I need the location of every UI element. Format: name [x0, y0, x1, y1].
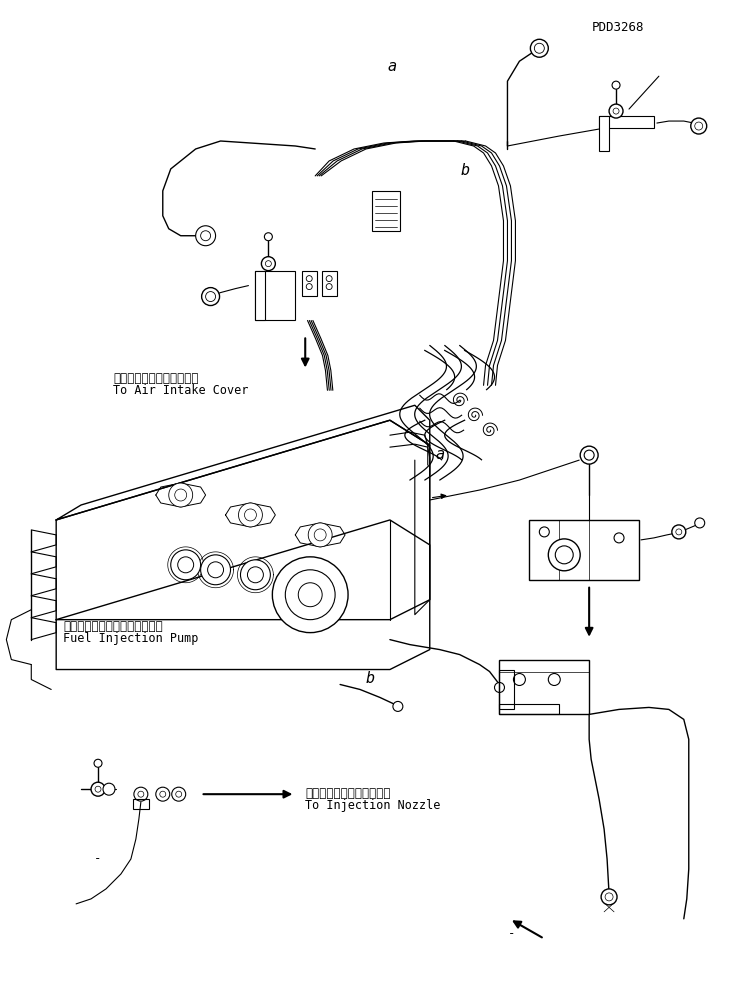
- Circle shape: [605, 893, 613, 901]
- Circle shape: [548, 538, 580, 570]
- Bar: [133, 799, 149, 809]
- Bar: [499, 704, 559, 714]
- Text: To Air Intake Cover: To Air Intake Cover: [113, 385, 248, 398]
- Text: a: a: [388, 59, 397, 74]
- Circle shape: [613, 108, 619, 114]
- Circle shape: [172, 787, 186, 801]
- Circle shape: [201, 554, 231, 584]
- Circle shape: [556, 545, 573, 563]
- Circle shape: [306, 276, 313, 282]
- Circle shape: [601, 889, 617, 905]
- Circle shape: [298, 582, 322, 606]
- Circle shape: [261, 257, 275, 271]
- Circle shape: [695, 517, 705, 527]
- Circle shape: [91, 782, 105, 796]
- Circle shape: [138, 791, 144, 797]
- Text: To Injection Nozzle: To Injection Nozzle: [305, 799, 441, 812]
- Circle shape: [306, 284, 313, 290]
- Circle shape: [169, 484, 193, 506]
- Bar: [529, 519, 639, 579]
- Circle shape: [208, 561, 223, 577]
- Circle shape: [103, 783, 115, 795]
- Circle shape: [326, 284, 332, 290]
- Circle shape: [175, 490, 187, 500]
- Circle shape: [272, 556, 348, 632]
- Circle shape: [94, 759, 102, 767]
- Circle shape: [584, 451, 594, 461]
- Text: インジェクションノズルヘ: インジェクションノズルヘ: [305, 787, 391, 800]
- Circle shape: [393, 701, 403, 711]
- Circle shape: [326, 276, 332, 282]
- Bar: [599, 116, 654, 128]
- Circle shape: [160, 791, 165, 797]
- Circle shape: [676, 528, 681, 534]
- Circle shape: [314, 528, 326, 540]
- Circle shape: [691, 118, 706, 134]
- Circle shape: [171, 549, 201, 579]
- Bar: [372, 191, 400, 231]
- Circle shape: [156, 787, 170, 801]
- Circle shape: [239, 502, 262, 526]
- Circle shape: [612, 81, 620, 89]
- Text: -: -: [94, 852, 102, 865]
- Circle shape: [195, 226, 215, 246]
- Bar: [302, 271, 317, 296]
- Bar: [255, 271, 266, 321]
- Bar: [322, 271, 337, 296]
- Text: b: b: [366, 671, 375, 686]
- Circle shape: [285, 569, 335, 619]
- Circle shape: [241, 559, 270, 589]
- Circle shape: [548, 673, 560, 685]
- Circle shape: [539, 526, 549, 536]
- Text: a: a: [436, 448, 444, 463]
- Circle shape: [206, 292, 215, 302]
- Text: フェルインジェクションポンプ: フェルインジェクションポンプ: [63, 619, 163, 632]
- Bar: [499, 659, 589, 714]
- Circle shape: [531, 39, 548, 57]
- Circle shape: [176, 791, 182, 797]
- Circle shape: [695, 122, 703, 130]
- Text: PDD3268: PDD3268: [592, 21, 645, 34]
- Circle shape: [580, 447, 598, 465]
- Circle shape: [201, 231, 211, 241]
- Circle shape: [614, 532, 624, 542]
- Circle shape: [495, 682, 504, 692]
- Text: -: -: [507, 927, 515, 940]
- Text: b: b: [461, 163, 470, 178]
- Bar: [599, 116, 609, 151]
- Text: Fuel Injection Pump: Fuel Injection Pump: [63, 631, 198, 644]
- Circle shape: [201, 288, 220, 306]
- Circle shape: [264, 233, 272, 241]
- Circle shape: [244, 508, 256, 520]
- Circle shape: [247, 566, 264, 582]
- Circle shape: [134, 787, 148, 801]
- Circle shape: [609, 104, 623, 118]
- Bar: [499, 669, 515, 709]
- Text: エアーインテークカバーヘ: エアーインテークカバーヘ: [113, 373, 198, 386]
- Circle shape: [95, 786, 101, 792]
- Circle shape: [308, 522, 332, 546]
- Circle shape: [534, 43, 545, 53]
- Circle shape: [672, 524, 686, 538]
- Circle shape: [266, 261, 272, 267]
- Circle shape: [178, 556, 194, 572]
- Bar: [255, 271, 295, 321]
- Circle shape: [513, 673, 526, 685]
